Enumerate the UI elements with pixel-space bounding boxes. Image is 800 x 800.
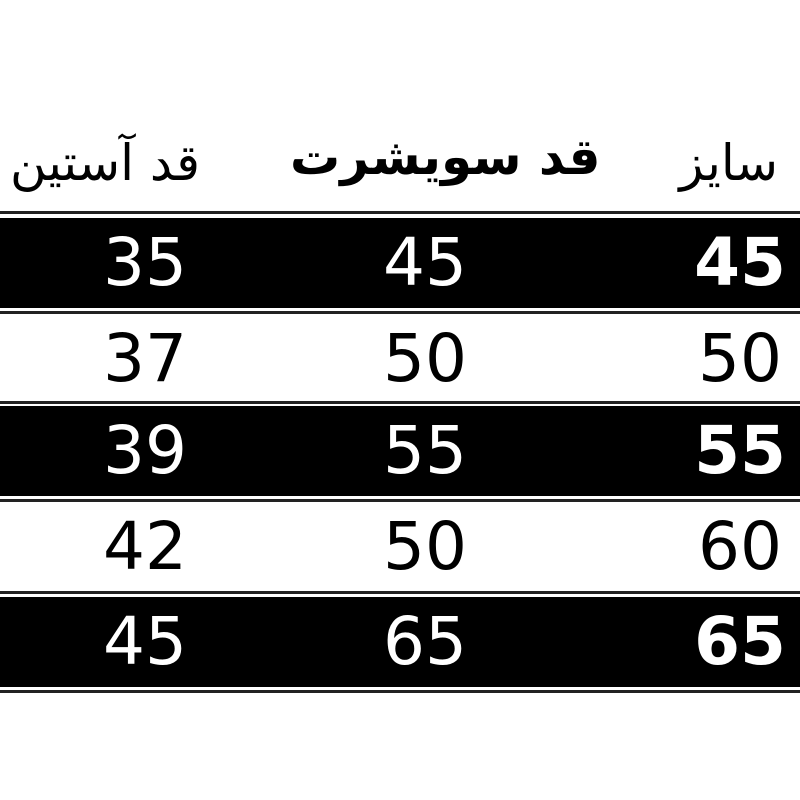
divider [0,401,800,404]
table-row: 50 50 37 [0,314,800,404]
cell-sleeve: 39 [103,412,187,489]
header-sleeve-length: قد آستین [10,134,201,192]
divider [0,591,800,594]
cell-sleeve: 35 [103,224,187,301]
table-row: 55 55 39 [0,406,800,496]
divider [0,211,800,214]
cell-sleeve: 37 [103,320,187,397]
cell-size: 65 [694,603,786,680]
table-row: 65 65 45 [0,597,800,687]
cell-length: 45 [383,224,467,301]
header-size: سایز [679,134,778,192]
header-hoodie-length: قد سویشرت [290,128,601,186]
table-row: 45 45 35 [0,218,800,308]
cell-length: 50 [383,508,467,585]
cell-size: 55 [694,412,786,489]
cell-sleeve: 42 [103,508,187,585]
cell-size: 60 [698,508,782,585]
cell-size: 45 [694,224,786,301]
cell-sleeve: 45 [103,603,187,680]
cell-length: 50 [383,320,467,397]
cell-length: 55 [383,412,467,489]
cell-length: 65 [383,603,467,680]
divider [0,690,800,693]
table-row: 60 50 42 [0,502,800,592]
divider [0,311,800,314]
divider [0,499,800,502]
cell-size: 50 [698,320,782,397]
